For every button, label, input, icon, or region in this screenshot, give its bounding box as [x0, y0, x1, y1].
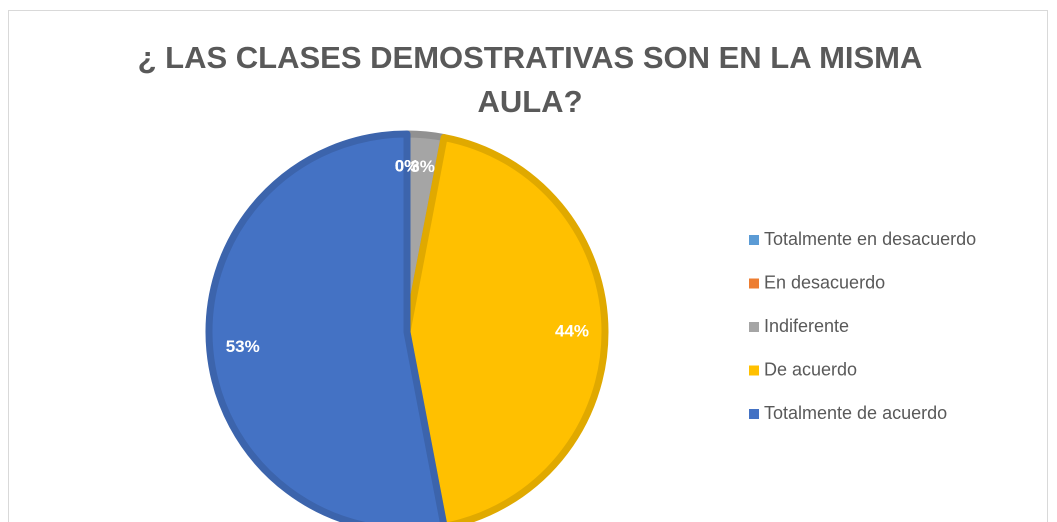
- legend-label: Totalmente de acuerdo: [764, 403, 947, 423]
- legend-swatch: [749, 235, 759, 245]
- chart-title: ¿ LAS CLASES DEMOSTRATIVAS SON EN LA MIS…: [137, 40, 923, 119]
- data-label: 0%: [395, 156, 420, 175]
- legend-label: De acuerdo: [764, 359, 857, 379]
- pie-slice: [403, 134, 609, 522]
- legend-label: Totalmente en desacuerdo: [764, 229, 976, 249]
- data-label: 53%: [226, 337, 260, 356]
- data-label: 44%: [555, 321, 589, 340]
- legend-swatch: [749, 278, 759, 289]
- legend-swatch: [749, 365, 759, 376]
- pie-slice: [205, 130, 447, 522]
- chart-frame: [8, 10, 1048, 522]
- data-label: 3%: [410, 157, 435, 176]
- legend-label: En desacuerdo: [764, 272, 885, 292]
- data-label: 0%: [395, 156, 420, 175]
- legend-label: Indiferente: [764, 316, 849, 336]
- legend-swatch: [749, 322, 759, 332]
- legend-swatch: [749, 409, 759, 419]
